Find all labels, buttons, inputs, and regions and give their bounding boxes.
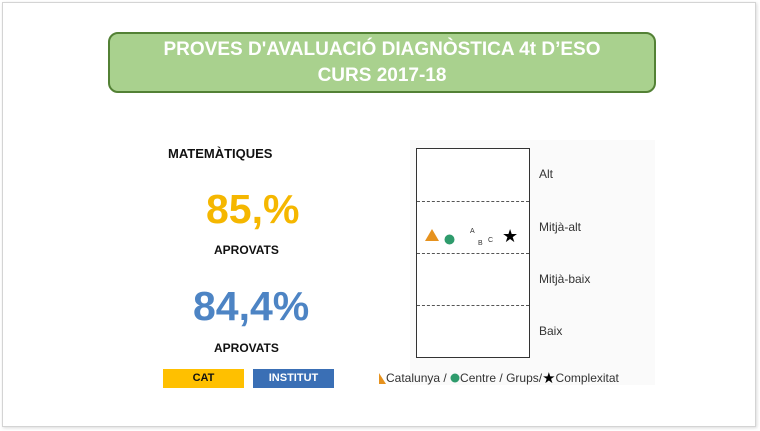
legend-cat-badge: CAT	[163, 369, 244, 388]
slide-frame	[2, 2, 756, 427]
catalunya-triangle-icon	[425, 229, 439, 241]
legend-complexitat-label: Complexitat	[555, 371, 619, 385]
legend-catalunya-triangle-icon	[379, 372, 386, 384]
level-divider	[417, 253, 529, 254]
level-label-mitja-baix: Mitjà-baix	[539, 272, 591, 286]
level-chart-box	[416, 148, 530, 358]
level-divider	[417, 305, 529, 306]
level-label-mitja-alt: Mitjà-alt	[539, 220, 582, 234]
cat-percent-label: APROVATS	[214, 243, 279, 257]
group-label-c: C	[488, 237, 494, 244]
legend-catalunya-label: Catalunya /	[386, 371, 447, 385]
banner-title-line1: PROVES D'AVALUACIÓ DIAGNÒSTICA 4t D’ESO	[163, 39, 601, 60]
subject-heading: MATEMÀTIQUES	[168, 146, 273, 161]
complexitat-star-icon: ★	[502, 226, 519, 246]
legend-star-icon: ★	[542, 370, 556, 387]
legend-centre-grups-label: Centre / Grups/	[460, 371, 543, 385]
chart-legend: Catalunya / Centre / Grups/★Complexitat	[379, 369, 619, 387]
level-label-alt: Alt	[539, 167, 554, 181]
banner-title-line2: CURS 2017-18	[317, 65, 447, 86]
legend-centre-circle-icon	[450, 373, 460, 383]
legend-institut-badge: INSTITUT	[253, 369, 334, 388]
institut-percent: 84,4%	[193, 283, 310, 329]
cat-percent: 85,%	[206, 186, 300, 232]
institut-percent-label: APROVATS	[214, 341, 279, 355]
title-banner: PROVES D'AVALUACIÓ DIAGNÒSTICA 4t D’ESO …	[108, 32, 656, 93]
group-label-a: A	[470, 228, 475, 235]
level-label-baix: Baix	[539, 324, 563, 338]
level-divider	[417, 201, 529, 202]
group-label-b: B	[478, 240, 483, 247]
centre-circle-icon	[444, 234, 455, 245]
